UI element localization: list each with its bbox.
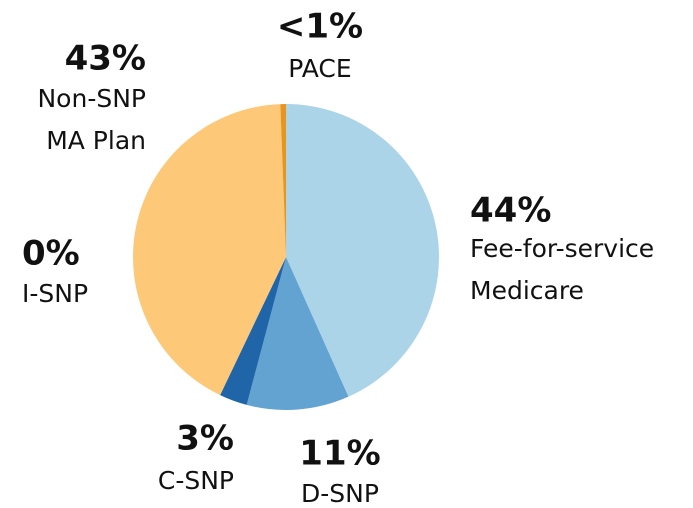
value-label: 44% — [470, 191, 551, 231]
pie-slice — [132, 104, 286, 396]
pie-slice — [280, 104, 286, 257]
category-label: Fee-for-service — [470, 234, 654, 263]
category-label: I-SNP — [22, 279, 88, 308]
category-label: C-SNP — [158, 466, 234, 495]
pie-slice — [246, 257, 349, 410]
category-label: MA Plan — [46, 126, 146, 155]
category-label: Medicare — [470, 276, 584, 305]
value-label: <1% — [277, 7, 363, 47]
pie-slice — [286, 104, 439, 397]
value-label: 3% — [176, 419, 234, 459]
value-label: 43% — [65, 39, 146, 79]
value-label: 0% — [22, 234, 80, 274]
pie-slice — [220, 257, 286, 405]
value-label: 11% — [299, 434, 380, 474]
category-label: D-SNP — [301, 479, 379, 508]
category-label: Non-SNP — [37, 84, 146, 113]
category-label: PACE — [288, 54, 351, 83]
